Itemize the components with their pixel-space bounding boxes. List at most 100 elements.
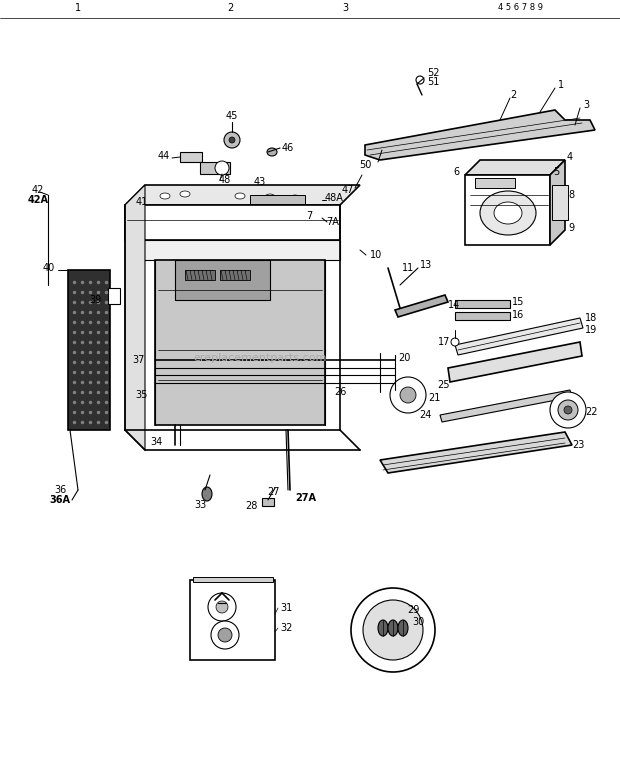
Text: 29: 29 bbox=[407, 605, 419, 615]
Text: 36A: 36A bbox=[50, 495, 71, 505]
Ellipse shape bbox=[306, 245, 314, 251]
Ellipse shape bbox=[558, 400, 578, 420]
Bar bbox=[552, 185, 568, 220]
Polygon shape bbox=[550, 160, 565, 245]
Bar bbox=[180, 152, 202, 162]
Polygon shape bbox=[125, 185, 145, 450]
Polygon shape bbox=[125, 185, 360, 205]
Ellipse shape bbox=[351, 588, 435, 672]
Polygon shape bbox=[448, 342, 582, 382]
Ellipse shape bbox=[286, 245, 294, 251]
Ellipse shape bbox=[494, 202, 522, 224]
Polygon shape bbox=[380, 432, 572, 473]
Bar bbox=[455, 312, 510, 320]
Text: 45: 45 bbox=[226, 111, 238, 121]
Bar bbox=[316, 216, 324, 226]
Text: 3: 3 bbox=[342, 3, 348, 13]
Ellipse shape bbox=[480, 191, 536, 235]
Text: 51: 51 bbox=[427, 77, 440, 87]
Text: 17: 17 bbox=[438, 337, 450, 347]
Text: 31: 31 bbox=[280, 603, 292, 613]
Text: 22: 22 bbox=[585, 407, 598, 417]
Ellipse shape bbox=[451, 338, 459, 346]
Text: 41: 41 bbox=[136, 197, 148, 207]
Text: 15: 15 bbox=[512, 297, 525, 307]
Bar bbox=[262, 498, 274, 506]
Ellipse shape bbox=[180, 191, 190, 197]
Text: 8: 8 bbox=[568, 190, 574, 200]
Ellipse shape bbox=[235, 193, 245, 199]
Text: 35: 35 bbox=[136, 390, 148, 400]
Text: 10: 10 bbox=[370, 250, 383, 260]
Polygon shape bbox=[68, 270, 110, 430]
Text: 7: 7 bbox=[306, 211, 312, 221]
Ellipse shape bbox=[378, 620, 388, 636]
Ellipse shape bbox=[208, 593, 236, 621]
Ellipse shape bbox=[388, 620, 398, 636]
Polygon shape bbox=[365, 110, 595, 160]
Ellipse shape bbox=[202, 487, 212, 501]
Polygon shape bbox=[465, 160, 565, 175]
Text: 28: 28 bbox=[246, 501, 258, 511]
Text: 14: 14 bbox=[448, 300, 460, 310]
Ellipse shape bbox=[218, 628, 232, 642]
Text: 21: 21 bbox=[428, 393, 440, 403]
Text: 39: 39 bbox=[90, 295, 102, 305]
Ellipse shape bbox=[224, 132, 240, 148]
Ellipse shape bbox=[211, 621, 239, 649]
Text: 2: 2 bbox=[510, 90, 516, 100]
Text: 4 5 6 7 8 9: 4 5 6 7 8 9 bbox=[497, 4, 542, 12]
Text: 5: 5 bbox=[553, 167, 559, 177]
Ellipse shape bbox=[267, 148, 277, 156]
Text: 9: 9 bbox=[568, 223, 574, 233]
Text: 30: 30 bbox=[412, 617, 424, 627]
Ellipse shape bbox=[265, 194, 275, 200]
Text: 50: 50 bbox=[360, 160, 372, 170]
Text: 23: 23 bbox=[572, 440, 585, 450]
Text: 40: 40 bbox=[43, 263, 55, 273]
Polygon shape bbox=[130, 240, 340, 260]
Text: 36: 36 bbox=[54, 485, 66, 495]
Text: 7A: 7A bbox=[326, 217, 339, 227]
Text: 52: 52 bbox=[427, 68, 440, 78]
Ellipse shape bbox=[215, 161, 229, 175]
Bar bbox=[475, 178, 515, 188]
Bar bbox=[108, 288, 120, 304]
Polygon shape bbox=[455, 318, 583, 355]
Bar bbox=[250, 195, 305, 204]
Polygon shape bbox=[440, 390, 572, 422]
Polygon shape bbox=[125, 205, 340, 240]
Text: 1: 1 bbox=[75, 3, 81, 13]
Text: 42A: 42A bbox=[27, 195, 48, 205]
Text: 27: 27 bbox=[267, 487, 280, 497]
Text: 4: 4 bbox=[567, 152, 573, 162]
Ellipse shape bbox=[400, 387, 416, 403]
Text: 43: 43 bbox=[254, 177, 266, 187]
Bar bbox=[190, 580, 275, 660]
Text: 48A: 48A bbox=[325, 193, 344, 203]
Text: 25: 25 bbox=[438, 380, 450, 390]
Ellipse shape bbox=[290, 195, 300, 201]
Text: 24: 24 bbox=[420, 410, 432, 420]
Text: 42: 42 bbox=[32, 185, 44, 195]
Ellipse shape bbox=[550, 392, 586, 428]
Text: 46: 46 bbox=[282, 143, 294, 153]
Text: 16: 16 bbox=[512, 310, 525, 320]
Text: 3: 3 bbox=[583, 100, 589, 110]
Ellipse shape bbox=[363, 600, 423, 660]
Ellipse shape bbox=[416, 76, 424, 84]
Text: ereplacementparts.com: ereplacementparts.com bbox=[193, 353, 327, 363]
Ellipse shape bbox=[216, 601, 228, 613]
Bar bbox=[193, 577, 273, 582]
Text: 27A: 27A bbox=[295, 493, 316, 503]
Text: 47: 47 bbox=[342, 185, 354, 195]
Ellipse shape bbox=[398, 620, 408, 636]
Ellipse shape bbox=[160, 193, 170, 199]
Bar bbox=[200, 162, 230, 174]
Text: 6: 6 bbox=[454, 167, 460, 177]
Polygon shape bbox=[395, 295, 448, 317]
Ellipse shape bbox=[564, 406, 572, 414]
Bar bbox=[220, 270, 250, 280]
Polygon shape bbox=[175, 260, 270, 300]
Ellipse shape bbox=[229, 137, 235, 143]
